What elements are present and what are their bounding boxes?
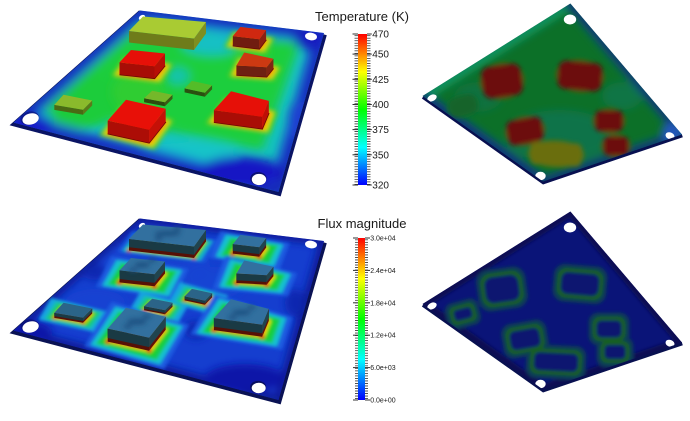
svg-text:375: 375 bbox=[372, 125, 389, 136]
svg-text:450: 450 bbox=[372, 50, 389, 61]
svg-text:Temperature (K): Temperature (K) bbox=[315, 9, 409, 24]
svg-text:470: 470 bbox=[372, 30, 389, 41]
svg-text:3.0e+04: 3.0e+04 bbox=[370, 236, 396, 243]
svg-text:2.4e+04: 2.4e+04 bbox=[370, 268, 396, 275]
svg-text:1.2e+04: 1.2e+04 bbox=[370, 333, 396, 340]
svg-text:0.0e+00: 0.0e+00 bbox=[370, 398, 396, 405]
svg-text:6.0e+03: 6.0e+03 bbox=[370, 365, 396, 372]
svg-text:1.8e+04: 1.8e+04 bbox=[370, 300, 396, 307]
svg-text:350: 350 bbox=[372, 150, 389, 161]
svg-text:425: 425 bbox=[372, 75, 389, 86]
svg-text:400: 400 bbox=[372, 100, 389, 111]
svg-text:Flux magnitude: Flux magnitude bbox=[318, 216, 407, 231]
svg-text:320: 320 bbox=[372, 181, 389, 192]
